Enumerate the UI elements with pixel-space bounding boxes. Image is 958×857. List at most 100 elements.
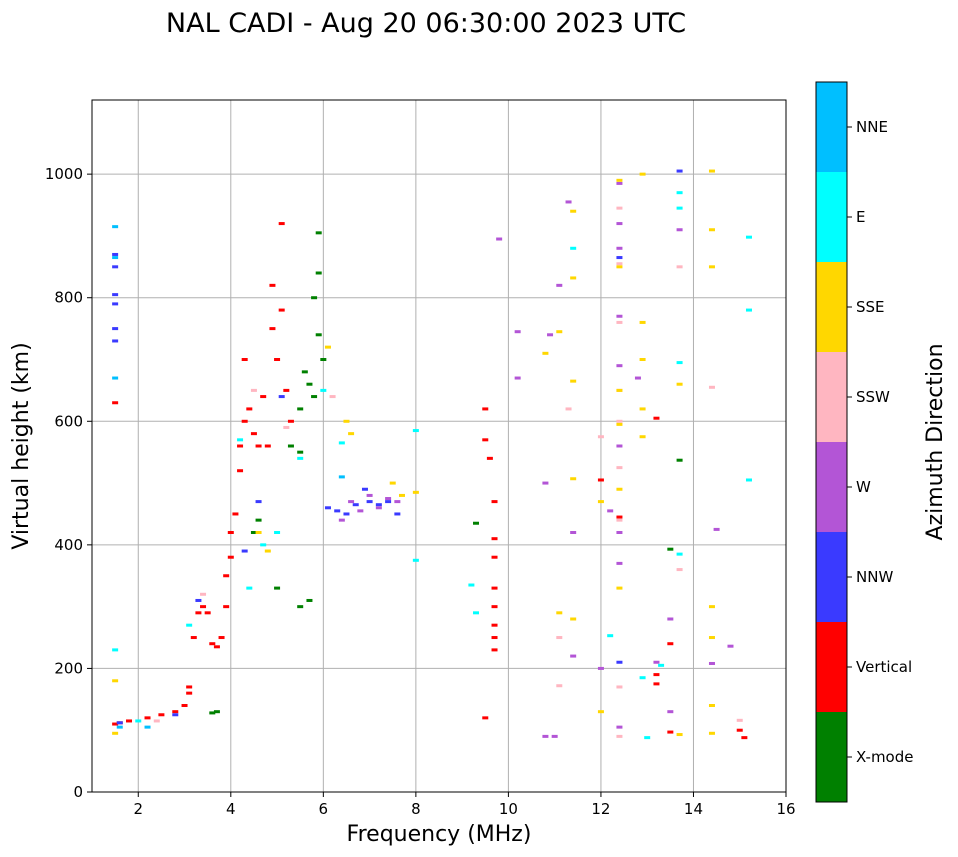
data-point (616, 466, 623, 470)
data-point (278, 308, 285, 312)
data-point (172, 710, 179, 714)
colorbar-segment (816, 712, 847, 802)
data-point (112, 339, 119, 343)
data-point (190, 636, 197, 640)
y-tick-label: 0 (73, 783, 83, 801)
data-point (394, 500, 401, 504)
data-point (186, 691, 193, 695)
colorbar-label: X-mode (856, 748, 913, 766)
grid-lines (92, 100, 786, 792)
data-point (301, 370, 308, 374)
data-point (135, 719, 142, 723)
data-point (112, 722, 119, 726)
data-point (232, 512, 239, 516)
data-point (708, 228, 715, 232)
data-point (491, 636, 498, 640)
data-point (551, 734, 558, 738)
data-point (237, 438, 244, 442)
data-point (250, 432, 257, 436)
data-point (676, 361, 683, 365)
data-point (556, 330, 563, 334)
colorbar-segment (816, 82, 847, 172)
data-point (112, 648, 119, 652)
data-point (639, 320, 646, 324)
data-point (639, 172, 646, 176)
data-point (708, 265, 715, 269)
data-point (473, 611, 480, 615)
data-point (195, 598, 202, 602)
data-point (116, 725, 123, 729)
data-point (639, 358, 646, 361)
data-point (570, 531, 577, 534)
data-point (158, 713, 165, 717)
data-point (274, 531, 281, 534)
colorbar-label: NNE (856, 118, 888, 136)
data-point (736, 718, 743, 722)
data-point (473, 521, 480, 525)
colorbar-label: SSW (856, 388, 890, 406)
data-point (597, 435, 604, 439)
data-point (255, 444, 262, 448)
data-point (570, 246, 577, 250)
data-point (278, 222, 285, 226)
data-point (727, 644, 734, 648)
data-point (616, 586, 623, 590)
data-point (491, 586, 498, 590)
data-point (153, 719, 160, 723)
data-point (708, 661, 715, 665)
colorbar-label: W (856, 478, 871, 496)
series-nnw (112, 169, 683, 725)
series-w (338, 181, 734, 738)
plot-frame (91, 99, 787, 793)
y-tick-label: 1000 (45, 165, 83, 183)
series-sse (112, 169, 715, 737)
data-point (250, 388, 257, 392)
data-point (482, 716, 489, 720)
data-point (200, 592, 207, 596)
data-point (616, 364, 623, 368)
data-point (260, 395, 267, 399)
data-point (112, 731, 119, 735)
data-point (366, 500, 373, 504)
data-point (542, 734, 549, 738)
data-point (348, 500, 355, 504)
data-point (112, 265, 119, 269)
data-point (547, 333, 554, 337)
x-axis-ticks: 2 4 6 8 10 12 14 16 (133, 792, 796, 818)
data-point (223, 605, 230, 609)
data-point (491, 605, 498, 609)
series-ssw (153, 206, 743, 738)
data-point (491, 555, 498, 559)
x-tick-label: 14 (684, 800, 703, 818)
data-point (112, 302, 119, 306)
data-point (597, 666, 604, 670)
data-point (570, 617, 577, 621)
data-point (634, 376, 641, 380)
data-point (385, 497, 392, 501)
data-point (297, 450, 304, 454)
data-point (195, 611, 202, 615)
data-point (745, 478, 752, 482)
data-point (209, 711, 216, 715)
data-point (676, 191, 683, 195)
data-point (708, 636, 715, 640)
data-point (676, 458, 683, 462)
data-point (112, 401, 119, 405)
data-point (200, 605, 207, 609)
data-point (667, 547, 674, 551)
data-point (607, 634, 614, 638)
data-point (269, 327, 276, 331)
y-tick-label: 400 (54, 536, 83, 554)
data-point (676, 733, 683, 737)
data-point (653, 416, 660, 420)
data-point (144, 716, 151, 720)
data-point (241, 419, 248, 423)
data-point (616, 660, 623, 664)
data-point (297, 456, 304, 460)
data-point (311, 395, 318, 399)
data-point (338, 518, 345, 522)
data-point (639, 407, 646, 411)
colorbar-segment (816, 532, 847, 622)
data-point (667, 617, 674, 621)
data-point (676, 552, 683, 556)
